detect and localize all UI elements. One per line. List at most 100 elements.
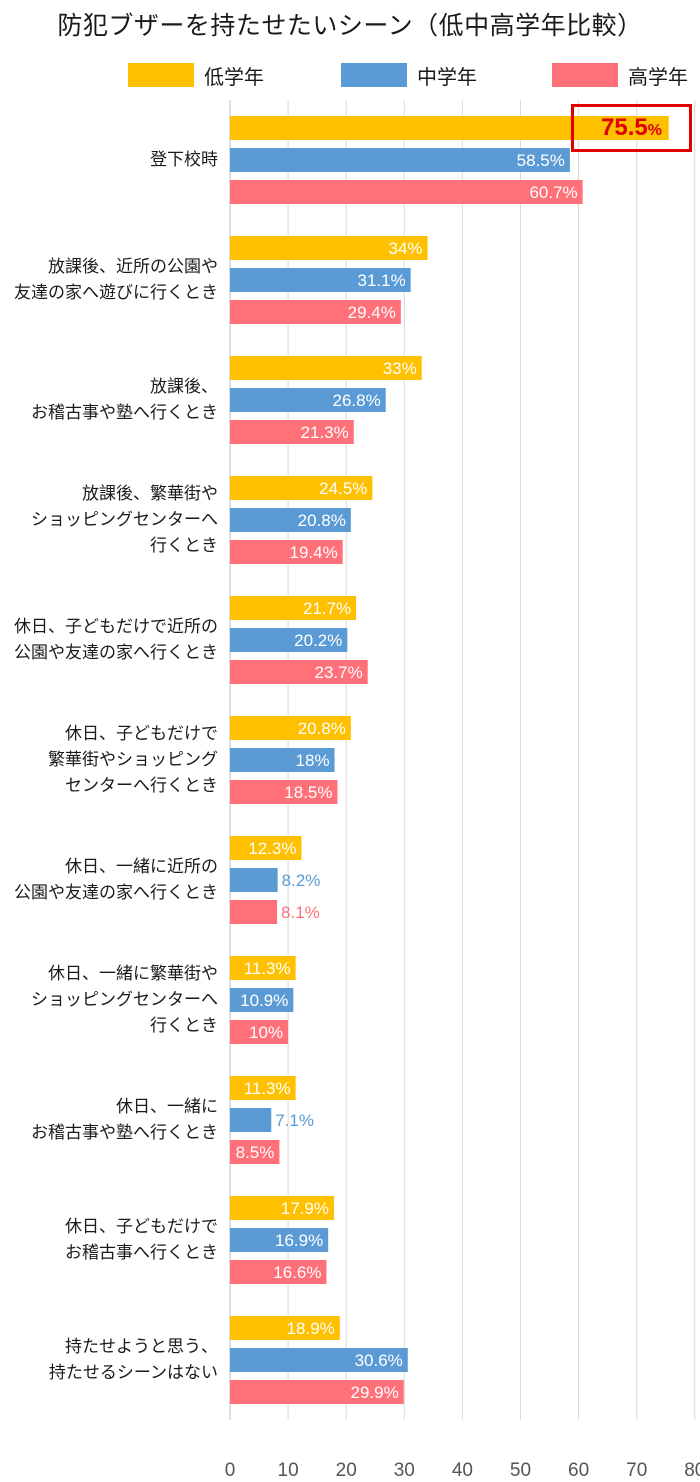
bar-value-label: 23.7% [314, 663, 362, 682]
category-label: 休日、一緒に近所の 公園や友達の家へ行くとき [14, 857, 218, 903]
bar [230, 1228, 329, 1252]
bar-value-label: 10% [249, 1023, 283, 1042]
chart-title: 防犯ブザーを持たせたいシーン（低中高学年比較） [57, 11, 643, 40]
bar [230, 508, 351, 532]
bar [230, 900, 278, 924]
bar-value-label: 60.7% [529, 183, 577, 202]
bar-value-label: 31.1% [357, 271, 405, 290]
bar-value-label: 18.9% [287, 1319, 335, 1338]
bar-value-label: 26.8% [333, 391, 381, 410]
bar-value-label: 29.4% [348, 303, 396, 322]
bar-value-label: 30.6% [355, 1351, 403, 1370]
x-tick-label: 60 [568, 1460, 589, 1481]
bar [230, 1316, 340, 1340]
category-label: 休日、一緒に繁華街や ショッピングセンターへ 行くとき [31, 964, 218, 1036]
category-label: 放課後、繁華街や ショッピングセンターへ 行くとき [31, 484, 218, 556]
bar-value-label: 11.3% [244, 1079, 291, 1098]
bar-value-label: 21.3% [301, 423, 349, 442]
category-label: 放課後、 お稽古事や塾へ行くとき [31, 377, 218, 423]
bar-value-label: 18% [296, 751, 330, 770]
bar [230, 1076, 296, 1100]
bar-value-label: 8.2% [282, 871, 321, 890]
legend-item-upper: 高学年 [552, 60, 688, 90]
category-label: 休日、一緒に お稽古事や塾へ行くとき [31, 1097, 218, 1143]
bar-value-label: 8.5% [236, 1143, 275, 1162]
bar [230, 356, 422, 380]
x-tick-label: 20 [336, 1460, 357, 1481]
bar [230, 956, 296, 980]
legend-label-lower: 低学年 [204, 64, 264, 89]
bar-value-label: 20.8% [298, 719, 346, 738]
bar-value-label: 16.9% [275, 1231, 323, 1250]
bar-value-label: 18.5% [284, 783, 332, 802]
bar [230, 716, 351, 740]
bar-value-label: 20.2% [294, 631, 342, 650]
bar-value-label: 58.5% [517, 151, 565, 170]
bar-value-label: 16.6% [273, 1263, 321, 1282]
bar [230, 780, 338, 804]
x-tick-label: 50 [510, 1460, 531, 1481]
bar [230, 300, 401, 324]
bar [230, 988, 294, 1012]
bar [230, 540, 343, 564]
highlight-number: 75.5 [601, 114, 648, 141]
bar-value-label: 17.9% [281, 1199, 329, 1218]
bar-value-label: 33% [383, 359, 417, 378]
highlight-unit: % [647, 122, 662, 139]
category-label: 休日、子どもだけで 繁華街やショッピング センターへ行くとき [48, 724, 218, 796]
bar [230, 420, 354, 444]
bar [230, 148, 570, 172]
bar [230, 1140, 280, 1164]
bar-value-label: 8.1% [281, 903, 320, 922]
bar [230, 116, 669, 140]
bar [230, 268, 411, 292]
bar [230, 836, 302, 860]
bar-value-label: 11.3% [244, 959, 291, 978]
legend-label-upper: 高学年 [628, 64, 688, 89]
bar [230, 1196, 334, 1220]
bar-value-label: 34% [389, 239, 423, 258]
x-tick-label: 40 [452, 1460, 473, 1481]
bar [230, 628, 348, 652]
category-label: 休日、子どもだけで近所の 公園や友達の家へ行くとき [14, 617, 218, 663]
category-label: 登下校時 [150, 150, 218, 170]
bar [230, 748, 335, 772]
legend-swatch-upper [552, 63, 618, 87]
bar [230, 1020, 289, 1044]
bar-value-label: 20.8% [298, 511, 346, 530]
bar [230, 1108, 272, 1132]
legend-item-middle: 中学年 [341, 60, 477, 90]
bar-value-label: 7.1% [275, 1111, 314, 1130]
bar [230, 236, 428, 260]
bar [230, 660, 368, 684]
bar [230, 1348, 408, 1372]
category-label: 休日、子どもだけで お稽古事へ行くとき [65, 1217, 218, 1263]
legend-swatch-lower [128, 63, 194, 87]
bar [230, 476, 373, 500]
x-tick-label: 0 [225, 1460, 236, 1481]
bar-value-label: 12.3% [248, 839, 296, 858]
legend: 低学年 中学年 高学年 [0, 60, 700, 90]
category-label: 放課後、近所の公園や 友達の家へ遊びに行くとき [14, 257, 218, 303]
x-tick-label: 80 [684, 1460, 700, 1481]
bar-value-label: 24.5% [319, 479, 367, 498]
bar-value-label: 21.7% [303, 599, 351, 618]
x-tick-label: 10 [278, 1460, 299, 1481]
category-label: 持たせようと思う、 持たせるシーンはない [48, 1337, 218, 1383]
x-tick-label: 30 [394, 1460, 415, 1481]
highlight-box: 75.5% [571, 104, 692, 152]
bar-value-label: 29.9% [351, 1383, 399, 1402]
bar [230, 868, 278, 892]
bar [230, 180, 583, 204]
bar-value-label: 19.4% [290, 543, 338, 562]
bar-value-label: 10.9% [240, 991, 288, 1010]
bar [230, 388, 386, 412]
legend-label-middle: 中学年 [417, 64, 477, 89]
legend-item-lower: 低学年 [128, 60, 264, 90]
bar [230, 596, 357, 620]
legend-swatch-middle [341, 63, 407, 87]
bar [230, 1260, 327, 1284]
x-tick-label: 70 [626, 1460, 647, 1481]
bar [230, 1380, 404, 1404]
